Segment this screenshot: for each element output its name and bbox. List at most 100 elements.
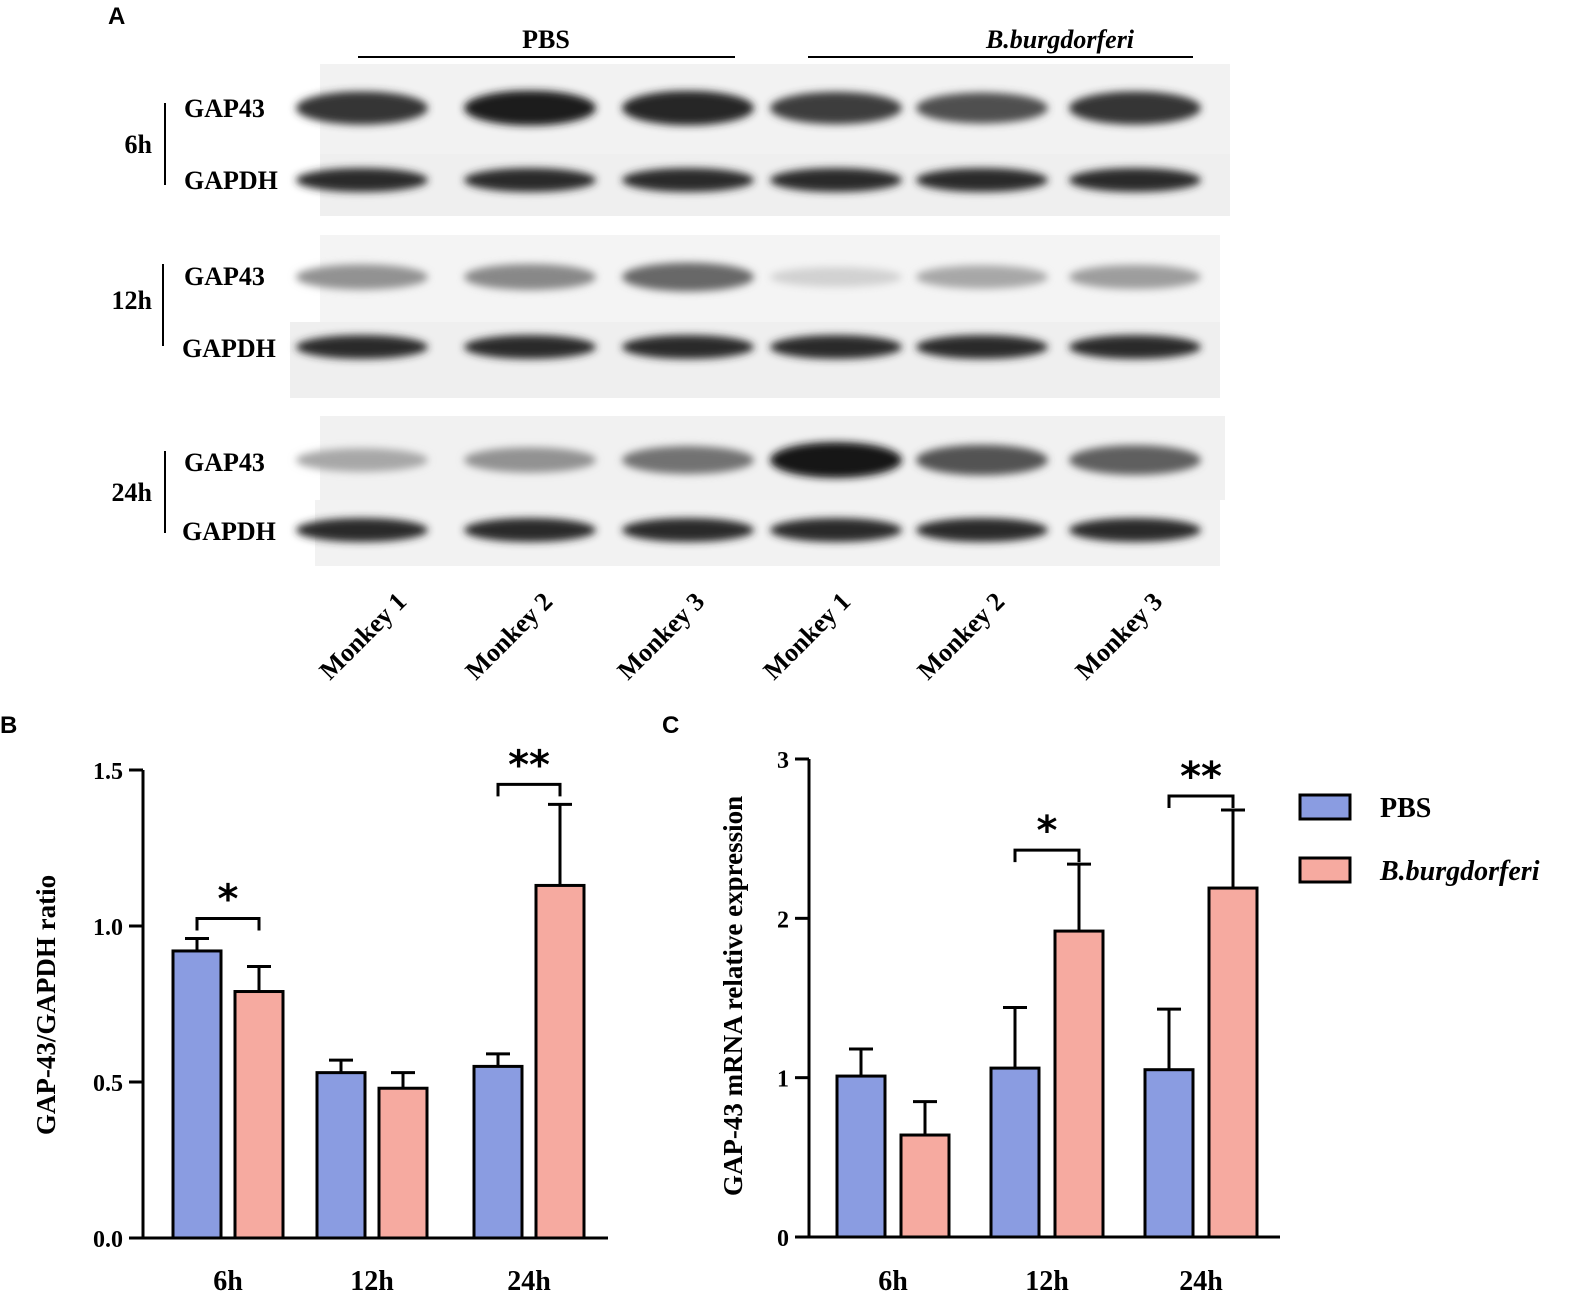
row-24h-protein-gapdh: GAPDH [182,517,276,546]
band-6h-gapdh-lane-4 [770,168,902,192]
panel-c-ytick-label-2: 2 [777,907,789,933]
band-6h-gap43-lane-1 [296,91,428,125]
row-24h-time-label: 24h [112,478,153,507]
legend-label-bburg: B.burgdorferi [1379,856,1540,887]
panel-b-bar-12h-series-1 [377,1086,429,1240]
lane-label-3: Monkey 3 [612,587,711,686]
panel-b-bar-6h-series-0 [171,949,223,1240]
row-12h-time-label: 12h [112,286,153,315]
panel-c-category-label-24h: 24h [1179,1266,1223,1297]
panel-b-sig-bracket-6h [195,916,261,931]
row-12h-labels: 12h GAP43 GAPDH [112,262,276,363]
panel-a-western-blot: A PBS B.burgdorferi 6h GAP43 GAPDH 12h G… [108,3,1230,685]
band-12h-gapdh-lane-3 [622,335,754,359]
band-24h-gapdh-lane-1 [296,518,428,542]
panel-c-bar-12h-series-1 [1053,929,1105,1239]
panel-c-bar-6h-series-1 [899,1133,951,1239]
panel-c-sig-label-12h: * [1037,808,1058,854]
lane-label-5: Monkey 2 [912,587,1011,686]
panel-b-bar-24h-series-1 [534,883,586,1240]
band-6h-gapdh-lane-2 [464,168,596,192]
band-12h-gapdh-lane-5 [916,335,1048,359]
panel-c-letter: C [662,712,679,739]
band-24h-gap43-lane-6 [1069,445,1201,475]
band-6h-gapdh-lane-1 [296,168,428,192]
band-12h-gap43-lane-6 [1069,264,1201,290]
band-24h-gapdh-lane-2 [464,518,596,542]
panel-c-sig-bracket-24h [1167,794,1235,808]
band-12h-gapdh-lane-4 [770,335,902,359]
band-24h-gap43-lane-1 [296,448,428,472]
band-12h-gap43-lane-2 [464,263,596,291]
panel-a-letter: A [108,3,125,30]
panel-b-bar-12h-series-0 [315,1071,367,1240]
panel-b-ytick-label-1: 0.5 [93,1071,123,1097]
lane-label-1: Monkey 1 [314,587,413,686]
band-12h-gap43-lane-1 [296,264,428,290]
panel-b-letter: B [0,712,17,739]
panel-c-ylabel: GAP-43 mRNA relative expression [718,796,748,1196]
blot-bands [296,90,1201,542]
band-24h-gapdh-lane-5 [916,518,1048,542]
row-6h-time-label: 6h [125,130,153,159]
band-6h-gap43-lane-5 [916,92,1048,124]
panel-b-bar-24h-series-0 [472,1064,524,1240]
panel-c-sig-label-24h: ** [1180,754,1222,800]
panel-c-ytick-label-3: 3 [777,748,789,774]
panel-c-bar-24h-series-0 [1143,1068,1195,1239]
panel-b-bar-6h-series-1 [233,990,285,1240]
band-12h-gapdh-lane-6 [1069,335,1201,359]
lane-label-6: Monkey 3 [1070,587,1169,686]
panel-c-ytick-label-1: 1 [777,1067,789,1093]
row-6h-protein-gapdh: GAPDH [184,166,278,195]
panel-c-ytick-label-0: 0 [777,1226,789,1252]
panel-c-bar-12h-series-0 [989,1066,1041,1239]
panel-b-sig-label-24h: ** [508,742,550,788]
row-12h-protein-gap43: GAP43 [184,262,265,291]
group-label-pbs: PBS [522,25,570,54]
band-6h-gapdh-lane-3 [622,168,754,192]
band-6h-gap43-lane-3 [622,90,754,126]
panel-c-category-label-12h: 12h [1025,1266,1069,1297]
blot-12h-gapdh-bg [290,322,1220,398]
band-24h-gapdh-lane-4 [770,518,902,542]
band-6h-gapdh-lane-5 [916,168,1048,192]
panel-b-chart: B GAP-43/GAPDH ratio 0.0 0.5 1.0 1.5 6h 12h 24… [0,712,608,1297]
band-24h-gap43-lane-2 [464,447,596,473]
legend-label-pbs: PBS [1380,793,1431,824]
band-6h-gap43-lane-4 [770,91,902,125]
panel-b-plot: 0.00.51.01.56h 12h 24h*** [93,742,608,1297]
blot-24h-gapdh-bg [315,500,1220,566]
band-24h-gap43-lane-4 [770,442,902,478]
band-12h-gapdh-lane-1 [296,335,428,359]
panel-b-category-label-12h: 12h [350,1266,394,1297]
row-6h-labels: 6h GAP43 GAPDH [125,94,278,195]
band-24h-gapdh-lane-3 [622,518,754,542]
panel-c-bar-6h-series-0 [835,1074,887,1239]
band-24h-gap43-lane-3 [622,446,754,474]
lane-label-2: Monkey 2 [460,587,559,686]
panel-c-category-label-6h: 6h [878,1266,908,1297]
panel-b-ytick-label-3: 1.5 [93,759,123,785]
group-label-bburg: B.burgdorferi [985,25,1135,54]
band-12h-gap43-lane-5 [916,265,1048,289]
band-24h-gap43-lane-5 [916,444,1048,476]
panel-c-sig-bracket-12h [1013,848,1081,863]
legend-swatch-bburg [1298,856,1352,884]
panel-b-ytick-label-2: 1.0 [93,915,123,941]
legend-swatch-pbs [1298,793,1352,821]
band-6h-gap43-lane-6 [1069,91,1201,125]
panel-b-ytick-label-0: 0.0 [93,1227,123,1253]
panel-b-category-label-6h: 6h [213,1266,243,1297]
band-24h-gapdh-lane-6 [1069,518,1201,542]
panel-b-category-label-24h: 24h [507,1266,551,1297]
row-6h-protein-gap43: GAP43 [184,94,265,123]
band-6h-gapdh-lane-6 [1069,168,1201,192]
panel-c-bar-24h-series-1 [1207,886,1259,1239]
legend: PBS B.burgdorferi [1298,793,1540,887]
panel-c-chart: C GAP-43 mRNA relative expression 0 1 2 3 6h… [662,712,1540,1297]
row-12h-protein-gapdh: GAPDH [182,334,276,363]
band-6h-gap43-lane-2 [464,90,596,126]
